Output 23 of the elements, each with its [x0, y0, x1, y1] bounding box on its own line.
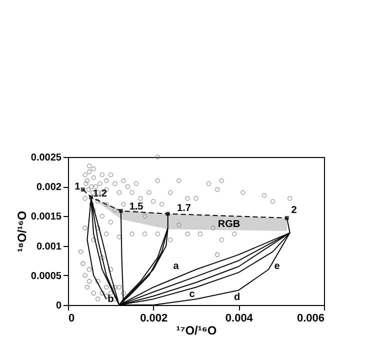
- annotation: 1.5: [129, 202, 144, 213]
- annotation: 1.2: [93, 188, 108, 200]
- annotation: RGB: [218, 219, 240, 230]
- y-tick-label: 0.0025: [30, 152, 62, 164]
- y-tick-label: 0.0015: [30, 212, 62, 223]
- x-tick-label: 0.006: [296, 312, 324, 324]
- x-tick-label: 0.002: [140, 312, 168, 324]
- annotation: b: [108, 294, 114, 306]
- y-tick-label: 0: [56, 300, 62, 312]
- annotation: a: [173, 261, 180, 272]
- annotation: 2: [291, 205, 298, 216]
- annotation: e: [274, 261, 280, 272]
- x-axis-title: ¹⁷O/¹⁶O: [176, 324, 217, 338]
- x-tick-label: 0.004: [225, 312, 254, 324]
- annotation: 1: [74, 182, 81, 193]
- y-tick-label: 0.0005: [30, 270, 62, 282]
- x-tick-label: 0: [68, 312, 75, 324]
- annotation: c: [189, 289, 196, 300]
- y-axis-title: ¹⁸O/¹⁶O: [14, 210, 29, 252]
- y-tick-label: 0.001: [36, 241, 62, 252]
- y-tick-label: 0.002: [36, 182, 62, 194]
- annotation: 1.7: [177, 203, 192, 214]
- annotation: d: [234, 292, 240, 303]
